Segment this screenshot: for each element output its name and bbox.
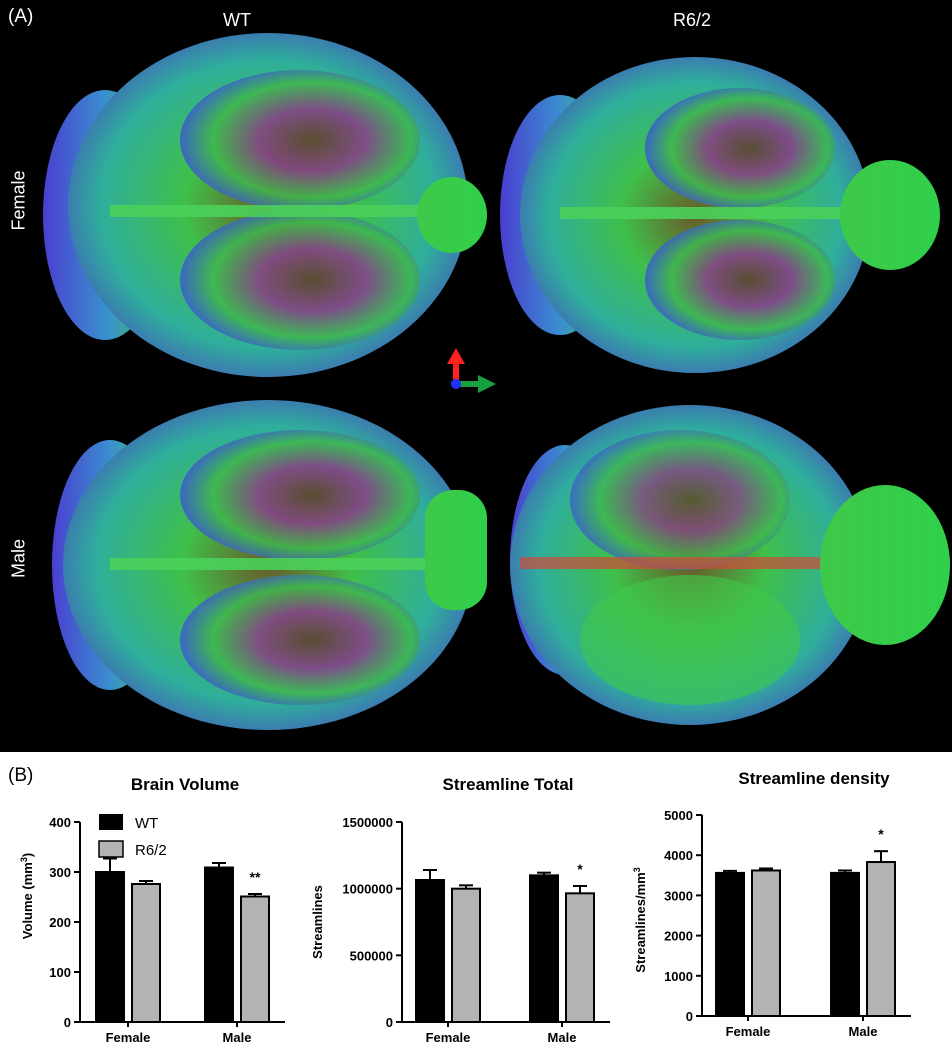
chart-title: Streamline density xyxy=(738,769,890,788)
y-tick-label: 1000000 xyxy=(342,882,393,897)
x-tick-label: Male xyxy=(849,1024,878,1039)
chart-brain-volume: Brain Volume Volume (mm3) 0 100 200 300 400 F… xyxy=(19,775,285,1045)
x-tick-label: Female xyxy=(426,1030,471,1045)
legend-label-wt: WT xyxy=(135,815,158,832)
bar-wt xyxy=(95,871,125,1023)
row-label-female: Female xyxy=(8,170,29,231)
orientation-axes-icon xyxy=(447,348,496,393)
y-tick-label: 5000 xyxy=(664,808,693,823)
panel-a-letter: (A) xyxy=(8,6,34,27)
y-axis-label: Streamlines/mm3 xyxy=(632,867,648,972)
legend-swatch-r62 xyxy=(98,840,124,858)
chart-title: Brain Volume xyxy=(131,775,239,794)
column-label-r62: R6/2 xyxy=(672,10,712,30)
y-axis-label: Volume (mm3) xyxy=(19,853,35,939)
y-tick-label: 0 xyxy=(386,1015,393,1030)
y-tick-label: 300 xyxy=(49,865,71,880)
bar-r62 xyxy=(131,883,161,1023)
row-label-male: Male xyxy=(8,539,29,579)
x-tick-label: Female xyxy=(726,1024,771,1039)
brain-male-wt xyxy=(52,400,487,730)
legend: WT R6/2 xyxy=(98,814,167,859)
panel-b-letter: (B) xyxy=(8,765,34,786)
bar-r62 xyxy=(866,861,896,1017)
legend-swatch-wt xyxy=(99,814,123,830)
y-tick-label: 0 xyxy=(686,1009,693,1024)
y-tick-label: 1500000 xyxy=(342,815,393,830)
y-axis-label: Streamlines xyxy=(310,885,325,959)
panel-a-tractography: (A) WT R6/2 Female Male xyxy=(0,0,952,752)
significance-label: * xyxy=(878,826,884,842)
brain-female-wt xyxy=(43,33,487,377)
bar-wt xyxy=(830,871,860,1017)
bar-wt xyxy=(415,879,445,1023)
bar-r62 xyxy=(565,892,595,1023)
legend-label-r62: R6/2 xyxy=(135,842,167,859)
y-tick-label: 1000 xyxy=(664,969,693,984)
chart-streamline-density: Streamline density Streamlines/mm3 0 1000… xyxy=(632,769,911,1039)
chart-streamline-total: Streamline Total Streamlines 0 500000 1000… xyxy=(310,775,610,1045)
bar-wt xyxy=(715,871,745,1017)
bar-r62 xyxy=(240,895,270,1023)
y-tick-label: 200 xyxy=(49,915,71,930)
bar-wt xyxy=(529,874,559,1024)
bar-r62 xyxy=(751,869,781,1017)
y-tick-label: 2000 xyxy=(664,929,693,944)
x-tick-label: Male xyxy=(548,1030,577,1045)
y-tick-label: 400 xyxy=(49,815,71,830)
x-tick-label: Female xyxy=(106,1030,151,1045)
y-tick-label: 3000 xyxy=(664,888,693,903)
chart-title: Streamline Total xyxy=(443,775,574,794)
tractography-image xyxy=(43,33,950,730)
significance-label: * xyxy=(577,861,583,877)
y-tick-label: 500000 xyxy=(350,948,393,963)
bar-r62 xyxy=(451,887,481,1023)
significance-label: ** xyxy=(250,869,261,885)
y-tick-label: 4000 xyxy=(664,848,693,863)
y-tick-label: 100 xyxy=(49,965,71,980)
bar-wt xyxy=(204,866,234,1023)
panel-b-charts: Brain Volume Volume (mm3) 0 100 200 300 400 F… xyxy=(19,769,911,1045)
y-tick-label: 0 xyxy=(64,1015,71,1030)
column-label-wt: WT xyxy=(223,10,251,30)
brain-male-r62 xyxy=(510,405,950,725)
x-tick-label: Male xyxy=(223,1030,252,1045)
brain-female-r62 xyxy=(500,57,940,373)
